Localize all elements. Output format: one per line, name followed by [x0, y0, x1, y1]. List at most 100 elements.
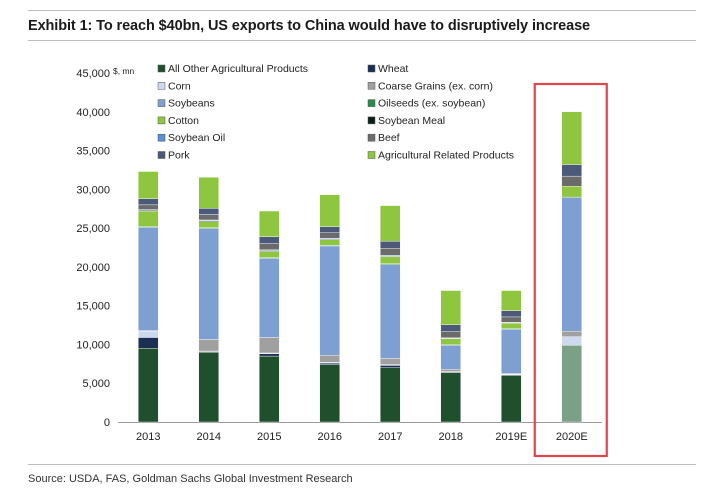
- bar-segment-coarse-grains-ex-corn-: [198, 339, 219, 352]
- legend-label: Soybeans: [168, 98, 215, 110]
- bar-segment-cotton: [319, 239, 340, 246]
- bar-segment-wheat: [138, 337, 159, 349]
- y-tick-label: 30,000: [76, 184, 110, 196]
- bar-segment-wheat: [259, 353, 280, 357]
- bar-segment-beef: [380, 248, 401, 256]
- legend-swatch: [367, 116, 376, 125]
- legend-label: All Other Agricultural Products: [168, 63, 308, 75]
- bar-segment-beef: [138, 204, 159, 210]
- legend-label: Agricultural Related Products: [378, 150, 514, 162]
- y-unit-label: $, mn: [113, 66, 135, 76]
- y-tick-label: 20,000: [76, 262, 110, 274]
- legend-swatch: [157, 99, 166, 107]
- top-rule: [28, 10, 696, 11]
- bar-segment-cotton: [138, 210, 159, 227]
- bar-segment-all-other-agricultural-products: [138, 348, 159, 423]
- bar-segment-beef: [198, 214, 219, 221]
- legend-swatch: [367, 64, 376, 73]
- bar-segment-all-other-agricultural-products: [198, 352, 219, 423]
- bar-segment-agricultural-related-products: [440, 290, 461, 325]
- bar-segment-wheat: [319, 362, 340, 365]
- bar-segment-pork: [259, 236, 280, 244]
- bar-segment-soybeans: [319, 245, 340, 356]
- y-tick-label: 40,000: [76, 107, 110, 119]
- bar-segment-cotton: [198, 221, 219, 228]
- bar-segment-pork: [319, 226, 340, 233]
- bar-segment-soybeans: [440, 345, 461, 370]
- legend-swatch: [157, 133, 166, 142]
- bar-segment-corn: [138, 331, 159, 338]
- bar-segment-pork: [440, 324, 461, 332]
- bar-segment-soybeans: [198, 228, 219, 340]
- bar-segment-beef: [440, 331, 461, 339]
- bar-segment-all-other-agricultural-products: [259, 355, 280, 423]
- bar-segment-pork: [380, 241, 401, 249]
- bar-segment-beef: [319, 232, 340, 239]
- y-tick-label: 25,000: [76, 223, 110, 235]
- legend-label: Beef: [378, 132, 400, 144]
- highlight-box: [533, 82, 608, 458]
- legend-swatch: [367, 133, 376, 142]
- bar-segment-coarse-grains-ex-corn-: [440, 369, 461, 372]
- bar-segment-pork: [561, 164, 582, 177]
- legend-label: Pork: [168, 150, 190, 162]
- y-tick-label: 45,000: [76, 68, 110, 80]
- x-tick-label: 2015: [257, 431, 281, 443]
- bar-segment-agricultural-related-products: [198, 177, 219, 209]
- bar-segment-corn: [561, 336, 582, 346]
- source-note: Source: USDA, FAS, Goldman Sachs Global …: [28, 473, 353, 485]
- bar-segment-pork: [198, 208, 219, 215]
- legend-label: Oilseeds (ex. soybean): [378, 98, 485, 110]
- chart-title: Exhibit 1: To reach $40bn, US exports to…: [28, 18, 591, 34]
- bar-segment-agricultural-related-products: [561, 111, 582, 165]
- bar-segment-agricultural-related-products: [138, 171, 159, 199]
- bar-segment-agricultural-related-products: [380, 205, 401, 242]
- bar-segment-coarse-grains-ex-corn-: [259, 337, 280, 354]
- bar-segment-coarse-grains-ex-corn-: [561, 331, 582, 337]
- bar-segment-all-other-agricultural-products: [319, 364, 340, 423]
- y-tick-label: 0: [104, 417, 110, 429]
- legend-swatch: [367, 151, 376, 159]
- bar-segment-pork: [138, 198, 159, 206]
- legend-swatch: [157, 151, 166, 159]
- title-rule: [28, 40, 696, 41]
- bar-segment-soybeans: [561, 196, 582, 332]
- bar-segment-pork: [501, 310, 522, 318]
- bar-segment-cotton: [380, 256, 401, 264]
- bar-segment-cotton: [440, 338, 461, 346]
- x-tick-label: 2020E: [556, 431, 588, 443]
- y-tick-label: 35,000: [76, 146, 110, 158]
- bar-segment-coarse-grains-ex-corn-: [380, 358, 401, 365]
- bar-segment-beef: [561, 175, 582, 187]
- bar-segment-agricultural-related-products: [501, 290, 522, 311]
- bar-segment-cotton: [501, 322, 522, 329]
- bar-segment-all-other-agricultural-products: [501, 375, 522, 423]
- bar-segment-cotton: [561, 186, 582, 198]
- legend-label: Corn: [168, 80, 191, 92]
- legend-swatch: [157, 82, 166, 90]
- x-tick-label: 2014: [197, 431, 221, 443]
- bottom-rule: [28, 464, 696, 465]
- y-tick-label: 15,000: [76, 301, 110, 313]
- bar-segment-all-other-agricultural-products: [380, 367, 401, 423]
- bar-segment-soybeans: [138, 227, 159, 331]
- y-tick-label: 5,000: [82, 378, 110, 390]
- legend-swatch: [157, 64, 166, 73]
- legend-label: Cotton: [168, 115, 199, 127]
- legend-label: Soybean Meal: [378, 115, 445, 127]
- y-tick-label: 10,000: [76, 339, 110, 351]
- bar-segment-beef: [501, 316, 522, 323]
- bar-segment-agricultural-related-products: [319, 194, 340, 227]
- bar-segment-beef: [259, 243, 280, 251]
- legend-label: Coarse Grains (ex. corn): [378, 80, 493, 92]
- legend-label: Wheat: [378, 63, 408, 75]
- bar-segment-wheat: [380, 365, 401, 368]
- legend-label: Soybean Oil: [168, 132, 225, 144]
- bar-segment-coarse-grains-ex-corn-: [319, 355, 340, 363]
- bar-segment-cotton: [259, 251, 280, 258]
- bar-segment-soybeans: [501, 329, 522, 374]
- legend-swatch: [157, 116, 166, 125]
- bar-segment-all-other-agricultural-products: [561, 345, 582, 423]
- legend-swatch: [367, 82, 376, 90]
